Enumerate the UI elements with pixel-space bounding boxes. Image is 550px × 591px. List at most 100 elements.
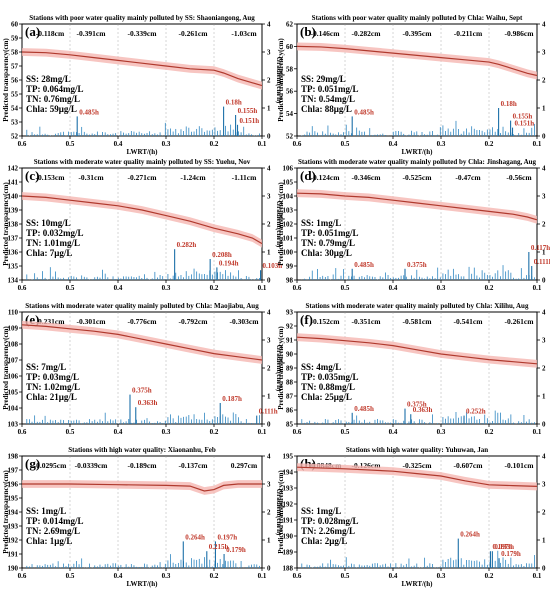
water-quality-value: Chla: 2μg/L bbox=[301, 536, 347, 546]
x-tick-label: 0.2 bbox=[485, 428, 494, 436]
y2-tick-label: 0 bbox=[267, 277, 271, 285]
peak-annotation: 0.155h bbox=[513, 113, 533, 121]
segment-change-label: -0.346cm bbox=[352, 173, 382, 182]
peak-annotation: 0.485h bbox=[354, 261, 374, 269]
x-tick-label: 0.2 bbox=[485, 284, 494, 292]
y-tick-label: 56 bbox=[11, 77, 19, 85]
segment-change-label: -0.261cm bbox=[179, 29, 209, 38]
y-tick-label: 90 bbox=[286, 351, 294, 359]
x-tick-label: 0.5 bbox=[341, 284, 350, 292]
y2-tick-label: 3 bbox=[542, 337, 546, 345]
y-tick-label: 135 bbox=[8, 263, 19, 271]
segment-change-label: -0.101cm bbox=[505, 461, 535, 470]
y2-tick-label: 0 bbox=[267, 421, 271, 429]
peak-annotation: 0.485h bbox=[354, 108, 374, 116]
y-tick-label: 100 bbox=[283, 249, 294, 257]
y2-tick-label: 3 bbox=[267, 481, 271, 489]
y-tick-label: 195 bbox=[8, 495, 19, 503]
y-tick-label: 104 bbox=[8, 405, 19, 413]
y-tick-label: 110 bbox=[8, 309, 19, 317]
y2-tick-label: 3 bbox=[267, 193, 271, 201]
transparency-curve bbox=[21, 195, 263, 245]
y2-tick-label: 4 bbox=[267, 309, 271, 317]
y-tick-label: 109 bbox=[8, 325, 19, 333]
water-quality-value: SS: 10mg/L bbox=[26, 218, 71, 228]
y-tick-label: 138 bbox=[8, 221, 19, 229]
x-tick-label: 0.1 bbox=[533, 572, 542, 580]
y-tick-label: 193 bbox=[283, 485, 294, 493]
panel-label: (a) bbox=[25, 24, 40, 39]
y-tick-label: 140 bbox=[8, 193, 19, 201]
y2-tick-label: 0 bbox=[267, 133, 271, 141]
water-quality-value: TN: 1.01mg/L bbox=[26, 238, 80, 248]
segment-change-label: -0.282cm bbox=[352, 29, 382, 38]
y-tick-label: 53 bbox=[11, 119, 19, 127]
y-tick-label: 103 bbox=[283, 207, 294, 215]
x-axis-label: LWRT/(h) bbox=[126, 148, 158, 156]
segment-change-label: -0.395cm bbox=[403, 29, 433, 38]
water-quality-value: TP: 0.032mg/L bbox=[26, 228, 84, 238]
x-axis-label: LWRT/(h) bbox=[126, 580, 158, 588]
y-tick-label: 197 bbox=[8, 467, 19, 475]
y2-tick-label: 0 bbox=[542, 565, 546, 573]
water-quality-value: TN: 0.88mg/L bbox=[301, 382, 355, 392]
y-tick-label: 198 bbox=[8, 453, 19, 461]
segment-change-label: -0.541cm bbox=[454, 317, 484, 326]
segment-change-label: -0.776cm bbox=[128, 317, 158, 326]
panel-label: (d) bbox=[300, 168, 316, 183]
panel-title: Stations with poor water quality mainly … bbox=[312, 14, 523, 22]
peak-annotation: 0.363h bbox=[138, 399, 158, 407]
segment-change-label: -0.231cm bbox=[36, 317, 66, 326]
y-tick-label: 86 bbox=[286, 407, 294, 415]
peak-annotation: 0.155h bbox=[238, 107, 258, 115]
y2-tick-label: 1 bbox=[267, 105, 271, 113]
x-tick-label: 0.4 bbox=[114, 284, 123, 292]
peak-annotation: 0.117h bbox=[531, 244, 550, 252]
y-axis-label: Predicted transparency(cm) bbox=[277, 182, 285, 266]
confidence-band bbox=[297, 189, 537, 224]
x-tick-label: 0.5 bbox=[341, 140, 350, 148]
segment-change-label: -0.126cm bbox=[352, 461, 382, 470]
water-quality-value: TN: 0.54mg/L bbox=[301, 94, 355, 104]
segment-change-label: -0.986cm bbox=[505, 29, 535, 38]
y-tick-label: 92 bbox=[286, 323, 294, 331]
y-tick-label: 105 bbox=[283, 179, 294, 187]
panel-f: Stations with moderate water quality mai… bbox=[277, 302, 546, 436]
y2-tick-label: 4 bbox=[542, 21, 546, 29]
water-quality-value: SS: 7mg/L bbox=[26, 362, 66, 372]
y-tick-label: 99 bbox=[286, 263, 294, 271]
y2-tick-label: 4 bbox=[267, 165, 271, 173]
y-tick-label: 108 bbox=[8, 341, 19, 349]
y2-axis-label: Gradient(cm/h) bbox=[275, 201, 283, 248]
water-quality-value: SS: 1mg/L bbox=[301, 218, 341, 228]
y-tick-label: 104 bbox=[283, 193, 294, 201]
x-tick-label: 0.1 bbox=[258, 572, 267, 580]
peak-annotation: 0.111h bbox=[534, 258, 550, 266]
x-tick-label: 0.6 bbox=[18, 572, 27, 580]
y-tick-label: 139 bbox=[8, 207, 19, 215]
y2-tick-label: 2 bbox=[542, 509, 546, 517]
peak-annotation: 0.18h bbox=[226, 99, 242, 107]
y2-tick-label: 4 bbox=[542, 309, 546, 317]
y-tick-label: 85 bbox=[286, 421, 294, 429]
segment-change-label: -0.607cm bbox=[454, 461, 484, 470]
panel-c: Stations with moderate water quality mai… bbox=[2, 158, 283, 292]
x-tick-label: 0.1 bbox=[533, 140, 542, 148]
y-tick-label: 194 bbox=[8, 509, 19, 517]
panel-label: (f) bbox=[300, 312, 313, 327]
x-tick-label: 0.6 bbox=[18, 428, 27, 436]
y2-tick-label: 2 bbox=[267, 365, 271, 373]
segment-change-label: -0.325cm bbox=[403, 461, 433, 470]
y-tick-label: 54 bbox=[286, 110, 294, 118]
peak-annotation: 0.282h bbox=[177, 241, 197, 249]
segment-change-label: -0.211cm bbox=[454, 29, 483, 38]
x-tick-label: 0.6 bbox=[18, 284, 27, 292]
confidence-band bbox=[297, 42, 537, 80]
water-quality-value: Chla: 25μg/L bbox=[301, 392, 352, 402]
peak-annotation: 0.103h bbox=[263, 262, 283, 270]
peak-annotation: 0.197h bbox=[217, 533, 237, 541]
y-axis-label: Predicted transparency(cm) bbox=[277, 38, 285, 122]
water-quality-value: Chla: 88μg/L bbox=[301, 104, 352, 114]
x-tick-label: 0.6 bbox=[293, 284, 302, 292]
x-tick-label: 0.4 bbox=[389, 284, 398, 292]
